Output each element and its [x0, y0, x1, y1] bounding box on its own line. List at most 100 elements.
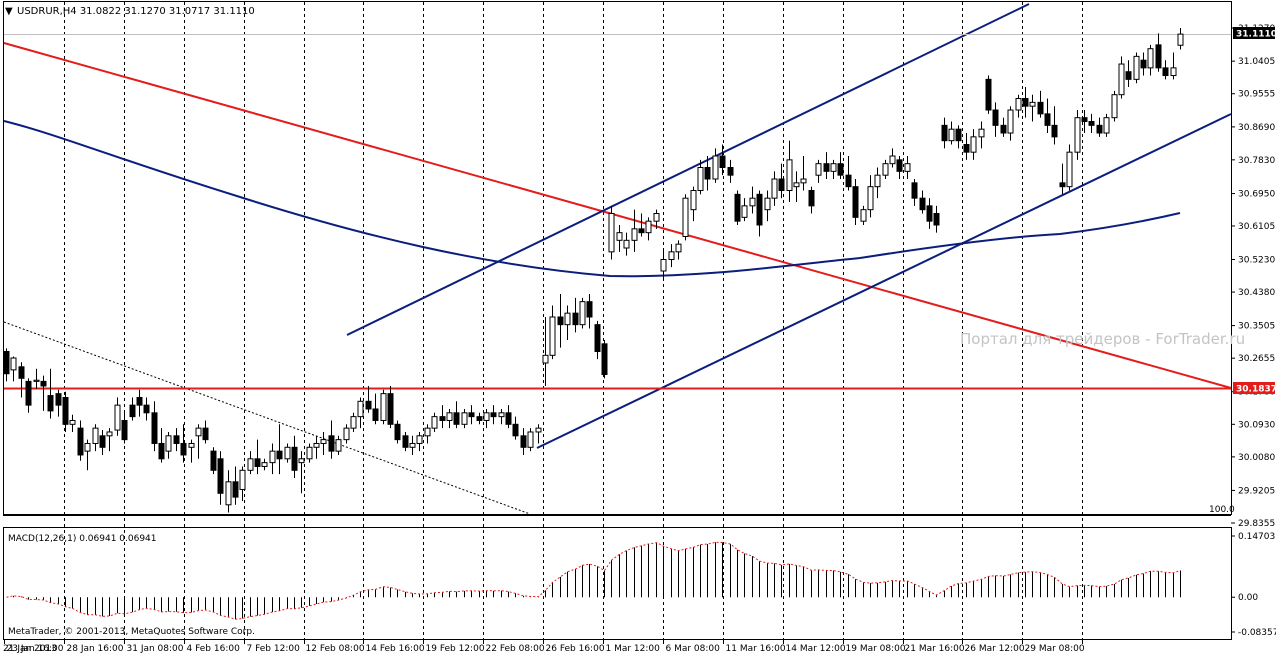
candle — [195, 424, 202, 459]
candle — [970, 129, 977, 160]
candle — [1170, 52, 1177, 80]
candle — [416, 431, 423, 452]
hline-price-tag-text: 30.1837 — [1236, 385, 1276, 395]
candle — [476, 412, 483, 425]
candle — [247, 451, 254, 475]
time-tick-label: 29 Mar 08:00 — [1025, 644, 1085, 654]
candle — [409, 435, 416, 455]
candle — [963, 133, 970, 160]
current-price-tag-text: 31.1110 — [1236, 30, 1276, 40]
candle — [313, 435, 320, 459]
candle — [99, 430, 106, 455]
candle — [852, 179, 859, 226]
candle — [690, 186, 697, 222]
candle — [1037, 90, 1044, 118]
candle — [129, 397, 136, 421]
candle — [483, 408, 490, 429]
candle — [1103, 113, 1110, 137]
channel-upper-line — [346, 3, 1030, 336]
candle — [867, 175, 874, 218]
candle — [682, 194, 689, 241]
price-tick-label: 31.0405 — [1238, 57, 1275, 67]
candle — [1147, 44, 1154, 76]
candle — [756, 190, 763, 237]
copyright: MetaTrader, © 2001-2013, MetaQuotes Soft… — [8, 627, 255, 637]
candle — [1066, 144, 1073, 191]
candle — [1125, 60, 1132, 88]
candle — [225, 470, 232, 513]
price-tick-label: 30.0930 — [1238, 420, 1275, 430]
candle — [535, 424, 542, 444]
candle — [69, 414, 76, 432]
trend-lines — [3, 3, 1232, 515]
channel-lower-line — [536, 113, 1232, 449]
candle — [653, 209, 660, 229]
candle — [461, 408, 468, 429]
candle — [586, 293, 593, 329]
macd-signal-line — [6, 541, 1181, 620]
macd-tick-label: 0.14703 — [1238, 532, 1275, 542]
time-tick-label: 26 Feb 16:00 — [546, 644, 605, 654]
candle — [490, 405, 497, 425]
candle — [860, 205, 867, 226]
candle — [1133, 52, 1140, 84]
candle — [778, 163, 785, 199]
candle — [771, 171, 778, 206]
candle — [520, 428, 527, 455]
candle — [62, 391, 69, 432]
candle — [549, 305, 556, 360]
candle — [601, 339, 608, 379]
candle — [306, 443, 313, 463]
candle — [106, 428, 113, 452]
time-tick-label: 22 Feb 08:00 — [486, 644, 545, 654]
price-tick-label: 30.2655 — [1238, 354, 1275, 364]
price-tick-label: 30.0080 — [1238, 453, 1275, 463]
symbol-line: USDRUR,H4 31.0822 31.1270 31.0717 31.111… — [17, 6, 255, 17]
candle — [1015, 94, 1022, 118]
time-tick-label: 4 Feb 16:00 — [187, 644, 241, 654]
candle — [343, 424, 350, 444]
candle — [77, 420, 84, 461]
candle — [151, 401, 158, 452]
candle — [1000, 117, 1007, 137]
time-tick-label: 12 Feb 08:00 — [306, 644, 365, 654]
candle — [896, 156, 903, 180]
candle — [269, 443, 276, 475]
candle — [882, 159, 889, 180]
macd-label: MACD(12,26,1) 0.06941 0.06941 — [8, 534, 157, 544]
scale-note: 100.0 — [1209, 505, 1235, 515]
candle — [1081, 110, 1088, 134]
candle — [380, 389, 387, 425]
candle — [808, 186, 815, 214]
candle — [830, 159, 837, 180]
candle — [210, 447, 217, 475]
candle — [439, 405, 446, 429]
candle — [623, 232, 630, 256]
time-tick-label: 6 Mar 08:00 — [666, 644, 721, 654]
candle — [276, 424, 283, 475]
macd-tick-label: -0.08357 — [1238, 628, 1276, 638]
candle — [121, 410, 128, 444]
time-tick-label: 7 Feb 12:00 — [247, 644, 301, 654]
time-tick-label: 23 Jan 16:00 — [7, 644, 64, 654]
candle — [675, 240, 682, 260]
candle — [136, 389, 143, 417]
candle — [40, 375, 47, 411]
candle — [734, 190, 741, 226]
candle — [800, 156, 807, 191]
chart-menu-arrow-icon[interactable]: ▼ — [5, 6, 13, 17]
candle — [919, 190, 926, 214]
candle — [985, 75, 992, 114]
candle — [911, 179, 918, 206]
candle — [527, 428, 534, 452]
candle — [18, 362, 25, 398]
candle — [239, 466, 246, 501]
candle — [512, 416, 519, 440]
candle — [10, 356, 17, 382]
macd-pane-frame — [3, 527, 1232, 640]
candle — [357, 397, 364, 429]
time-tick-label: 21 Jan 2013 — [3, 644, 57, 654]
candle — [350, 412, 357, 432]
candle — [704, 156, 711, 191]
price-tick-label: 30.5230 — [1238, 255, 1275, 265]
